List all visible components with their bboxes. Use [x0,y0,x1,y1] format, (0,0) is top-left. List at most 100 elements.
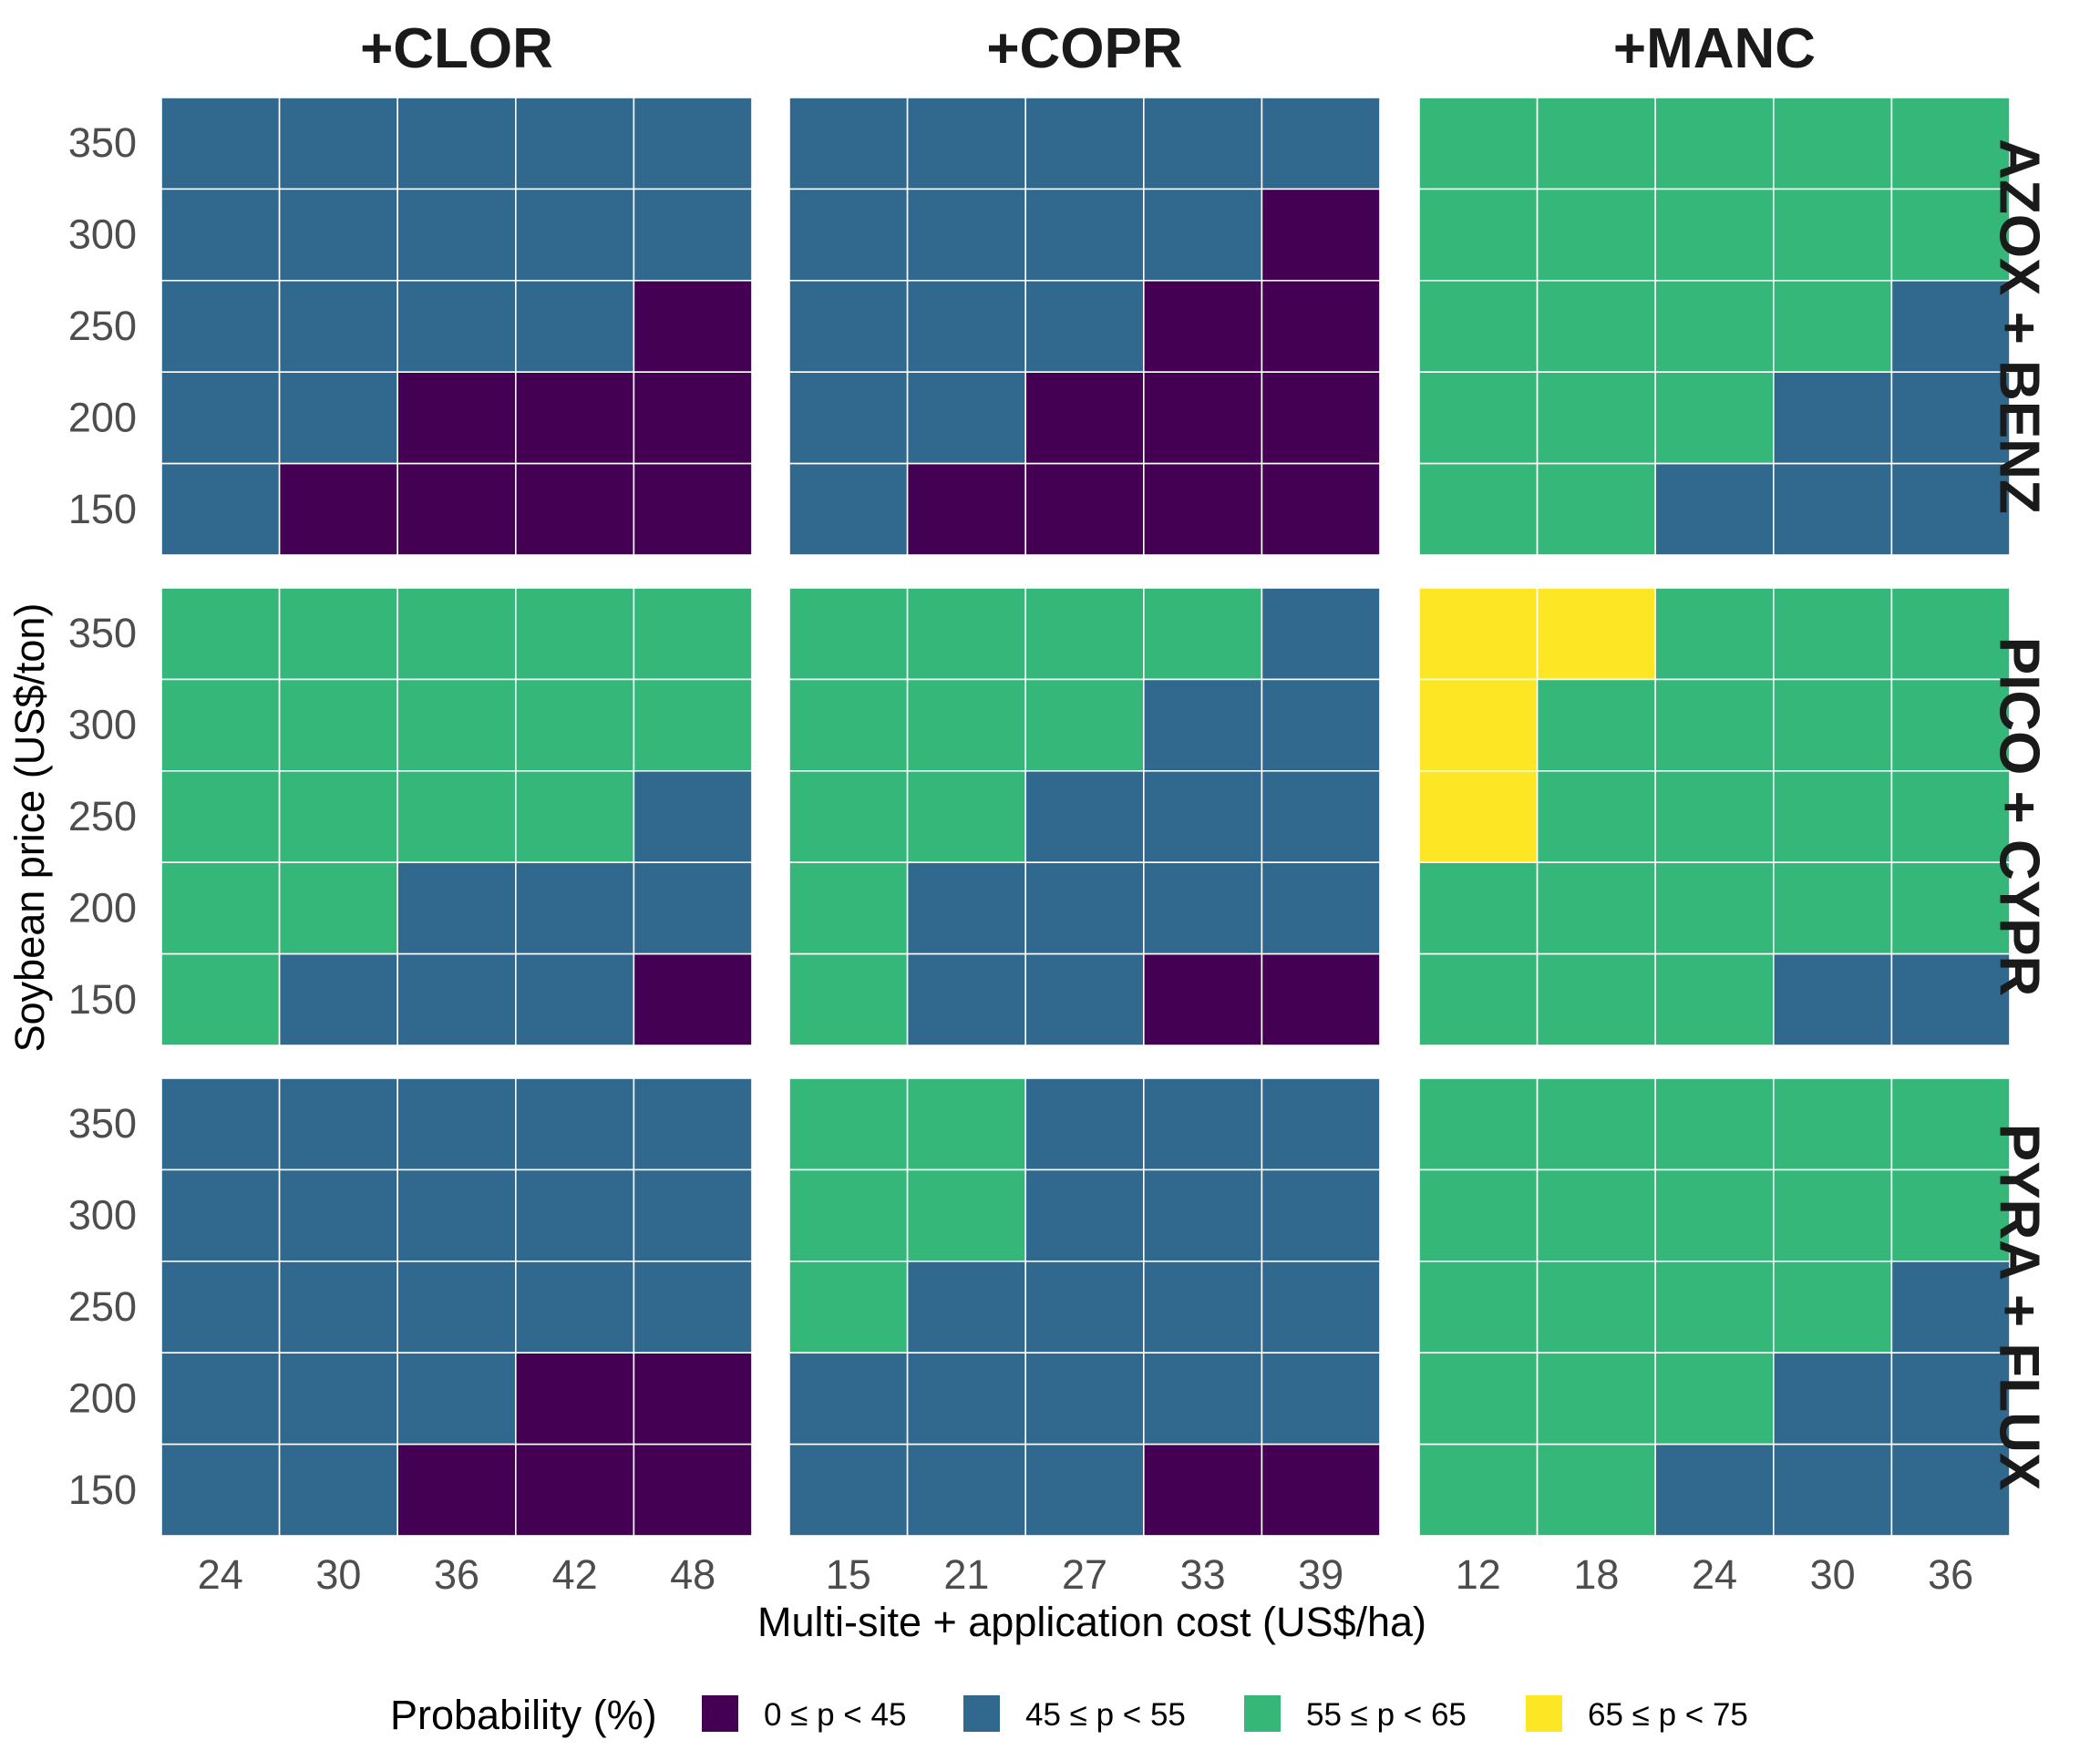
heatmap-cell [788,1443,909,1537]
heatmap-cell [278,371,399,465]
heatmap-cell [1890,587,2011,681]
column-facet-labels: +CLOR +COPR +MANC [360,17,1816,80]
heatmap-cell [1024,587,1145,681]
heatmap-cell [906,462,1026,556]
x-tick-label: 21 [943,1551,989,1598]
x-tick-label: 30 [1810,1551,1856,1598]
heatmap-cell [1418,769,1539,863]
heatmap-cell [906,279,1026,373]
heatmap-cell [1536,861,1656,955]
heatmap-cell [1143,587,1263,681]
heatmap-cell [1261,1261,1381,1354]
y-tick-label: 350 [68,119,137,166]
x-tick-label: 36 [434,1551,479,1598]
heatmap-cell [514,1261,635,1354]
y-tick-label: 300 [68,211,137,258]
heatmap-cell [396,861,517,955]
heatmap-cell [514,188,635,282]
heatmap-cell [1261,952,1381,1046]
heatmap-cell [1536,678,1656,772]
y-tick-label: 150 [68,486,137,532]
heatmap-cell [1773,1261,1893,1354]
heatmap-cell [1536,279,1656,373]
heatmap-cell [1536,1168,1656,1262]
heatmap-cell [1024,97,1145,190]
heatmap-cell [1261,188,1381,282]
heatmap-cell [160,861,281,955]
heatmap-cell [278,769,399,863]
heatmap-cell [906,188,1026,282]
heatmap-cell [1024,1077,1145,1171]
y-axis-title: Soybean price (US$/ton) [6,603,53,1053]
heatmap-cell [906,1352,1026,1446]
legend-items: 0 ≤ p < 45 45 ≤ p < 55 55 ≤ p < 65 65 ≤ p <… [702,1695,1748,1733]
heatmap-cell [1890,1443,2011,1537]
heatmap-cell [1418,462,1539,556]
heatmap-cell [1654,769,1775,863]
heatmap-cell [278,97,399,190]
heatmap-cell [278,1168,399,1262]
heatmap-cell [788,97,909,190]
heatmap-cell [1024,279,1145,373]
x-tick-label: 12 [1456,1551,1501,1598]
heatmap-cell [278,1261,399,1354]
heatmap-cell [1261,279,1381,373]
column-facet-label: +CLOR [360,17,553,80]
heatmap-cell [1890,1077,2011,1171]
heatmap-cell [514,1443,635,1537]
heatmap-cell [788,1352,909,1446]
y-tick-label: 200 [68,394,137,440]
heatmap-cell [1418,1261,1539,1354]
heatmap-cell [160,587,281,681]
heatmap-cell [1654,861,1775,955]
facet-panel [1418,1077,2011,1537]
heatmap-cell [1024,1443,1145,1537]
heatmap-cell [1024,769,1145,863]
heatmap-cell [788,279,909,373]
heatmap-cell [278,678,399,772]
heatmap-cell [1261,462,1381,556]
y-tick-label: 350 [68,1100,137,1147]
heatmap-cell [1536,188,1656,282]
heatmap-cell [1773,462,1893,556]
heatmap-cell [1536,952,1656,1046]
heatmap-cell [1418,371,1539,465]
heatmap-cell [906,952,1026,1046]
heatmap-cell [906,97,1026,190]
x-tick-label: 48 [670,1551,715,1598]
heatmap-cell [1418,678,1539,772]
heatmap-cell [1536,1443,1656,1537]
heatmap-cell [1143,1352,1263,1446]
x-tick-label: 30 [315,1551,361,1598]
heatmap-cell [1261,861,1381,955]
heatmap-cell [788,1077,909,1171]
legend-title: Probability (%) [390,1692,657,1738]
heatmap-cell [633,587,753,681]
heatmap-cell [1536,587,1656,681]
legend-swatch [702,1695,738,1732]
y-tick-label: 250 [68,303,137,349]
heatmap-cell [788,1261,909,1354]
heatmap-cell [514,678,635,772]
heatmap-cell [1418,279,1539,373]
heatmap-cell [1024,678,1145,772]
heatmap-cell [906,1261,1026,1354]
heatmap-cell [160,462,281,556]
heatmap-cell [1024,188,1145,282]
heatmap-cell [1773,769,1893,863]
heatmap-cell [1418,861,1539,955]
heatmap-cell [160,678,281,772]
heatmap-cell [1418,1168,1539,1262]
x-tick-label: 24 [1692,1551,1737,1598]
heatmap-cell [1143,1168,1263,1262]
x-tick-label: 33 [1180,1551,1226,1598]
heatmap-cell [633,952,753,1046]
heatmap-cell [278,587,399,681]
heatmap-cell [1261,1352,1381,1446]
x-tick-label: 39 [1298,1551,1343,1598]
heatmap-cell [396,1443,517,1537]
heatmap-cell [633,1352,753,1446]
heatmap-cell [396,1352,517,1446]
heatmap-cell [1536,769,1656,863]
heatmap-cell [1143,1077,1263,1171]
